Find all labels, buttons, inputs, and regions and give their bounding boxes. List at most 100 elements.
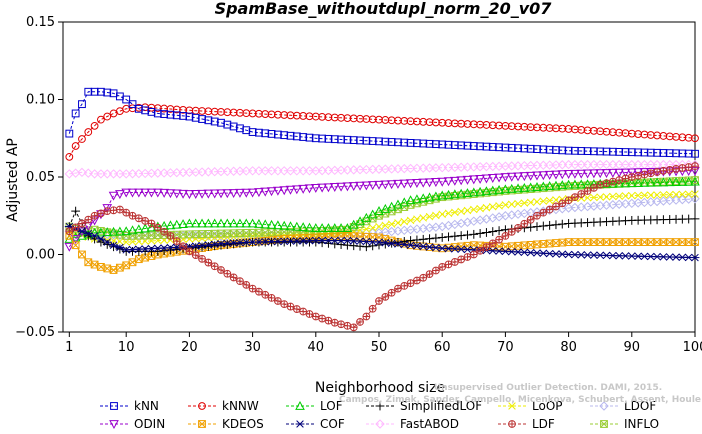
point-lof-42 — [323, 223, 334, 233]
point-simplifiedlof-47 — [355, 241, 365, 251]
point-odin-9 — [115, 190, 125, 200]
point-odin-87 — [608, 168, 618, 178]
point-fastabod-70 — [500, 161, 511, 171]
point-inflo-54 — [400, 203, 409, 211]
point-ldf-37 — [292, 305, 301, 313]
point-lof-32 — [260, 219, 271, 229]
point-fastabod-22 — [197, 167, 207, 177]
point-loop-93 — [647, 191, 655, 199]
point-odin-44 — [336, 182, 346, 192]
point-lof-24 — [209, 218, 220, 228]
point-loop-55 — [406, 216, 415, 225]
point-lof-17 — [165, 220, 176, 230]
point-kdeos-89 — [621, 238, 630, 246]
point-odin-93 — [645, 167, 656, 177]
point-fastabod-4 — [83, 168, 93, 178]
point-lof-56 — [412, 194, 422, 204]
point-odin-71 — [506, 172, 517, 182]
point-simplifiedlof-22 — [197, 242, 207, 252]
point-kdeos-8 — [109, 266, 118, 274]
point-lof-9 — [115, 226, 125, 236]
point-ldf-53 — [394, 284, 402, 293]
series-fastabod — [64, 159, 700, 179]
point-cof-50 — [374, 238, 384, 246]
point-knnw-4 — [84, 128, 93, 136]
point-fastabod-59 — [431, 163, 441, 173]
point-odin-1 — [64, 242, 75, 252]
point-odin-17 — [165, 189, 176, 199]
point-ldf-14 — [147, 219, 156, 228]
point-loop-82 — [577, 194, 585, 202]
y-axis-label: Adjusted AP — [5, 138, 21, 222]
point-simplifiedlof-2 — [71, 206, 81, 216]
legend-label-ldf: LDF — [532, 417, 555, 431]
point-simplifiedlof-9 — [115, 244, 125, 254]
legend-marker-odin — [109, 420, 119, 430]
point-loop-98 — [678, 190, 687, 199]
point-odin-39 — [304, 184, 315, 194]
point-simplifiedlof-24 — [210, 241, 220, 251]
point-odin-27 — [228, 189, 239, 199]
point-fastabod-86 — [601, 159, 612, 170]
point-fastabod-52 — [386, 164, 397, 174]
series-knn — [65, 87, 699, 158]
point-lof-89 — [620, 178, 631, 188]
point-odin-29 — [241, 188, 252, 198]
point-fastabod-17 — [165, 168, 176, 178]
point-kdeos-11 — [128, 258, 137, 267]
point-simplifiedlof-41 — [317, 238, 327, 248]
point-kdeos-74 — [526, 240, 535, 249]
point-ldf-4 — [84, 215, 93, 224]
point-fastabod-28 — [235, 166, 245, 176]
point-ldf-12 — [134, 214, 143, 223]
point-fastabod-14 — [146, 168, 157, 178]
point-odin-77 — [544, 170, 555, 180]
point-fastabod-66 — [475, 162, 485, 172]
point-odin-42 — [323, 183, 334, 193]
point-lof-51 — [380, 203, 391, 213]
point-lof-40 — [310, 223, 321, 233]
point-loop-63 — [457, 207, 465, 216]
legend-label-odin: ODIN — [134, 417, 165, 431]
point-odin-75 — [532, 171, 542, 181]
point-ldf-25 — [217, 266, 225, 274]
point-lof-20 — [184, 218, 195, 228]
point-ldf-43 — [330, 318, 339, 327]
point-ldf-32 — [261, 290, 270, 299]
point-loop-83 — [583, 194, 592, 202]
point-loop-96 — [665, 190, 674, 199]
point-fastabod-18 — [172, 167, 182, 178]
point-lof-36 — [285, 221, 296, 231]
legend-item-simplifiedlof: SimplifiedLOF — [366, 399, 482, 413]
point-knn-3 — [78, 100, 86, 109]
point-loop-52 — [387, 220, 396, 228]
point-ldf-18 — [172, 237, 181, 245]
point-lof-69 — [494, 184, 504, 194]
point-kdeos-95 — [659, 238, 668, 246]
point-odin-88 — [614, 168, 624, 178]
point-fastabod-23 — [203, 167, 214, 177]
point-odin-54 — [399, 179, 410, 189]
point-loop-77 — [545, 196, 554, 205]
point-lof-73 — [519, 182, 530, 192]
point-simplifiedlof-65 — [469, 229, 479, 239]
point-ldf-67 — [482, 243, 491, 251]
point-odin-66 — [475, 174, 485, 184]
point-loop-62 — [451, 208, 459, 217]
point-lof-76 — [538, 181, 549, 191]
point-fastabod-45 — [342, 165, 353, 175]
point-ldf-35 — [280, 300, 289, 309]
series-line-knnw — [68, 106, 696, 158]
point-ldf-75 — [533, 211, 541, 220]
point-lof-60 — [437, 190, 448, 200]
point-lof-74 — [525, 182, 536, 192]
point-ldf-26 — [223, 269, 232, 278]
point-lof-6 — [96, 227, 106, 237]
x-tick-label-10: 10 — [118, 340, 135, 355]
legend-marker-ldf — [508, 420, 516, 428]
point-odin-18 — [171, 189, 182, 199]
point-cof-57 — [418, 242, 428, 251]
point-simplifiedlof-7 — [102, 240, 112, 249]
point-cof-51 — [380, 238, 390, 247]
point-ldf-7 — [103, 207, 112, 216]
